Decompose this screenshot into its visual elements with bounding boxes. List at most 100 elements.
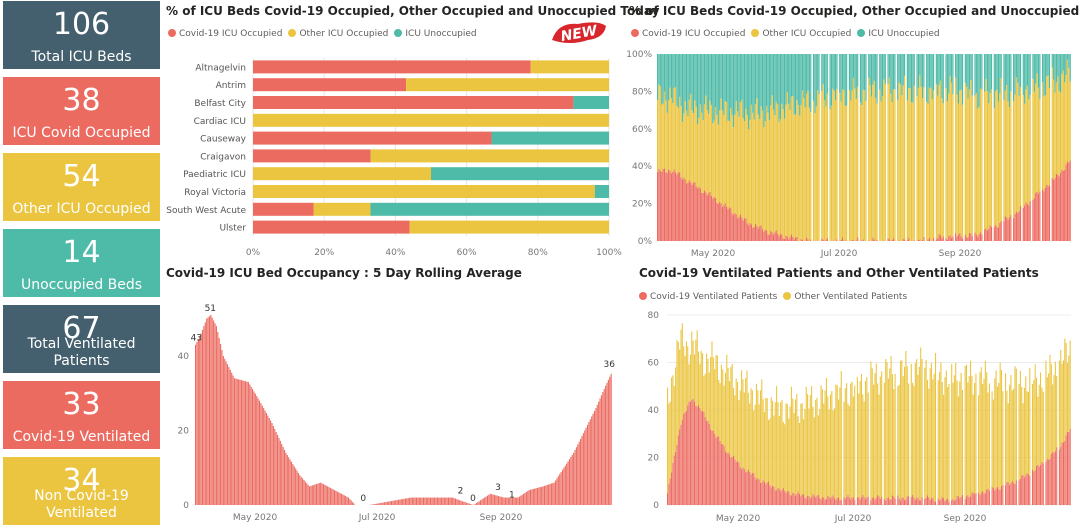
bar	[422, 497, 425, 505]
bar-other	[669, 401, 671, 479]
bar-covid	[1054, 177, 1056, 241]
bar-covid	[906, 240, 908, 241]
legend-item[interactable]: Covid-19 ICU Occupied	[168, 29, 282, 39]
bar-other	[749, 403, 751, 472]
legend-item[interactable]: Other ICU Occupied	[751, 29, 851, 39]
bar	[435, 497, 437, 505]
bar-other	[685, 110, 688, 184]
bar-covid	[891, 239, 893, 241]
bar-covid	[1062, 170, 1064, 241]
kpi-value: 34	[62, 463, 101, 498]
bar-covid	[858, 497, 860, 505]
kpi-card: 106 Total ICU Beds	[3, 1, 160, 69]
y-tick-label: 60%	[632, 125, 652, 135]
bar	[382, 502, 384, 505]
bar-covid	[1066, 431, 1069, 505]
bar	[206, 318, 208, 505]
bar-unocc	[1048, 54, 1051, 89]
bar-covid	[665, 172, 667, 241]
bar-unocc	[916, 54, 918, 97]
bar-other	[859, 381, 861, 500]
bar-unocc	[902, 54, 904, 86]
legend-item[interactable]: Other ICU Occupied	[288, 29, 388, 39]
legend-item[interactable]: Other Ventilated Patients	[783, 292, 907, 302]
bar-covid	[956, 236, 958, 241]
bar-other	[724, 101, 726, 204]
bar	[570, 457, 572, 505]
bar-covid	[1066, 161, 1069, 241]
bar-covid	[746, 471, 748, 505]
bar-other	[965, 364, 968, 497]
bar-other	[833, 408, 836, 499]
bar	[555, 480, 557, 505]
bar-unocc	[792, 54, 794, 97]
bar-covid	[806, 237, 808, 241]
bar-unocc	[800, 54, 802, 105]
bar-covid	[695, 406, 697, 505]
bar	[347, 497, 350, 505]
bar-covid	[908, 496, 910, 505]
bar-unocc	[669, 54, 671, 88]
bar-other	[807, 90, 809, 240]
bar-other	[805, 386, 807, 499]
bar-covid	[1064, 440, 1066, 505]
bar-other	[1032, 78, 1034, 200]
category-label: Craigavon	[200, 152, 246, 162]
bar-other	[902, 376, 904, 498]
bar	[566, 463, 568, 505]
bar-covid	[813, 495, 815, 505]
bar-other	[782, 421, 784, 489]
bar-covid	[754, 477, 756, 505]
bar-other	[868, 77, 870, 241]
bar	[271, 423, 273, 505]
bar-other	[661, 104, 663, 172]
bar-covid	[674, 172, 677, 241]
bar-covid	[762, 480, 764, 505]
bar-unocc	[1066, 54, 1069, 60]
bar-covid	[772, 234, 775, 241]
bar-covid	[902, 238, 904, 241]
bar	[520, 495, 522, 505]
bar	[378, 503, 380, 505]
bar-covid	[897, 495, 899, 505]
bar-covid	[726, 206, 728, 241]
bar-unocc	[735, 54, 737, 102]
bar-other	[728, 120, 730, 208]
bar-covid	[1000, 220, 1002, 241]
bar-other	[797, 104, 799, 241]
bar-covid	[680, 424, 682, 505]
bar-covid	[1058, 449, 1060, 505]
bar-other	[978, 106, 980, 235]
bar-other	[789, 406, 791, 495]
bar	[581, 436, 583, 505]
bar-other	[996, 89, 998, 228]
bar-covid	[765, 484, 767, 505]
bar-covid	[825, 498, 827, 505]
bar	[256, 395, 258, 505]
bar	[311, 485, 313, 505]
bar-covid	[786, 236, 788, 241]
bar-covid	[886, 497, 888, 505]
bar-other	[886, 362, 888, 498]
category-label: Antrim	[216, 81, 246, 91]
bar-covid	[1051, 178, 1053, 241]
bar-covid	[718, 436, 720, 505]
bar-covid	[745, 472, 747, 505]
legend-item[interactable]: Covid-19 Ventilated Patients	[639, 292, 777, 302]
bar-other	[879, 89, 881, 241]
bar-other	[1058, 90, 1060, 177]
bar-covid	[801, 494, 803, 505]
bar-other	[768, 420, 770, 482]
bar-other	[821, 90, 823, 239]
bar-other	[705, 95, 707, 193]
bar-covid	[707, 420, 709, 505]
bar-covid	[807, 239, 809, 241]
legend-item[interactable]: ICU Unoccupied	[394, 29, 477, 39]
bar	[240, 380, 242, 505]
bar-covid	[935, 239, 937, 241]
bar-covid	[974, 494, 976, 505]
legend-item[interactable]: ICU Unoccupied	[857, 29, 940, 39]
bar-other	[1058, 360, 1060, 450]
legend-item[interactable]: Covid-19 ICU Occupied	[631, 29, 745, 39]
bar-unocc	[1015, 54, 1017, 78]
